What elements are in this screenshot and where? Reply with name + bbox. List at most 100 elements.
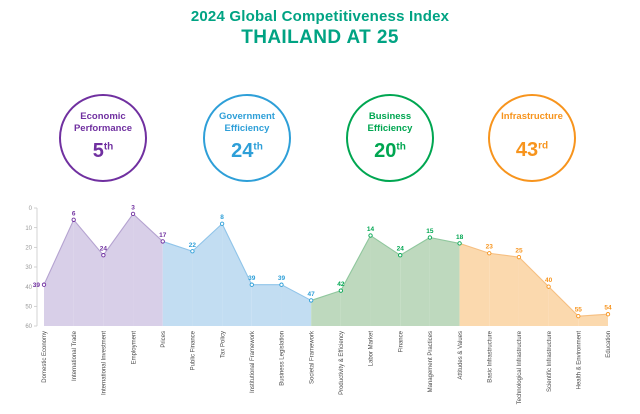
data-point [368,233,373,238]
factor-name-line2: Performance [73,123,133,135]
area-segment [192,223,223,326]
data-point [516,255,522,260]
category-label: Health & Environment [577,331,583,390]
data-point [605,312,611,317]
area-segment [489,253,519,326]
series-line [221,223,253,285]
category-label: Finance [398,330,404,352]
factor-name-line1: Infrastructure [501,111,563,122]
data-point [309,298,314,303]
y-tick-label: 20 [25,246,32,252]
ranking-area-chart: 0 10 20 30 40 50 60 39 6 24 3 17 22 8 39 39 47 42 14 24 15 18… [25,204,612,404]
category-label: Public Finance [191,330,197,370]
factor-circle-infrastructure: Infrastructure 43rd [488,94,576,182]
area-segment [370,235,401,326]
factor-name-line2: Efficiency [224,123,270,135]
factor-name: Business Efficiency [348,111,432,136]
y-tick-label: 50 [25,305,32,311]
factor-rank: 43rd [515,139,549,162]
area-segment [73,219,104,326]
series-line [43,219,75,285]
category-label: Basic Infrastructure [487,330,493,382]
factor-name-line2: Efficiency [367,123,413,135]
data-point [101,253,106,258]
series-line [310,290,342,301]
value-label: 22 [189,242,197,249]
factor-name: Economic Performance [61,111,145,136]
area-segment [340,235,371,326]
page-title: 2024 Global Competitiveness Index [190,8,450,25]
data-point [427,235,433,240]
factor-name-line1: Business [368,111,412,122]
series-line [102,213,134,256]
data-point [398,253,403,258]
area-segment [429,237,460,326]
y-tick-label: 30 [25,265,32,271]
value-label: 24 [397,246,405,253]
header: 2024 Global Competitiveness Index THAILA… [0,8,640,49]
category-label: Tax Policy [220,331,226,358]
value-label: 24 [100,246,108,253]
area-segment [133,213,163,326]
value-label: 40 [545,277,553,284]
data-point [457,241,462,246]
value-label: 15 [426,228,434,235]
factor-rank: 20th [374,139,406,162]
factor-circle-business-efficiency: Business Efficiency 20th [346,94,434,182]
data-point [576,314,581,319]
factor-name-line1: Economic [80,111,126,122]
category-label: Societal Framework [309,330,315,384]
factor-circle-economic-performance: Economic Performance 5th [59,94,147,182]
area-segment [222,223,252,326]
value-label: 42 [337,281,345,288]
series-line [192,223,223,252]
series-line [281,284,312,301]
data-point [71,217,76,222]
factor-rank: 24th [231,139,263,162]
category-label: Prices [161,331,167,348]
value-label: 14 [367,226,375,233]
area-segment [548,286,579,326]
data-point [130,211,136,217]
category-label: Productivity & Efficiency [339,331,345,395]
area-segment [251,284,282,326]
factor-name-line1: Government [219,111,275,122]
area-segment [311,290,341,326]
value-label: 18 [456,234,464,241]
series-line [370,235,401,256]
series-line [489,252,520,258]
series-line [162,240,193,252]
area-segment [162,241,193,326]
value-label: 39 [248,275,256,282]
value-label: 17 [159,232,167,239]
value-label: 47 [308,291,316,298]
data-point [160,239,165,244]
area-segment [400,237,430,326]
area-segment [578,314,608,326]
factor-rank: 5th [92,139,114,162]
data-point [219,221,225,226]
category-label: Business Legislation [280,331,286,386]
category-label: International Investment [102,331,108,395]
y-tick-label: 0 [29,206,33,212]
series-line [340,235,372,291]
value-label: 8 [220,214,224,221]
data-point [546,284,551,289]
category-label: Domestic Economy [42,331,48,383]
series-line [548,286,579,317]
category-label: Employment [131,331,137,365]
factor-name-line2 [490,123,574,135]
category-label: Scientific Infrastructure [547,330,553,392]
category-label: Technological Infrastructure [517,330,523,404]
factor-circle-government-efficiency: Government Efficiency 24th [203,94,291,182]
data-point [249,282,254,287]
category-label: Education [606,331,612,358]
value-label: 39 [278,275,286,282]
series-line [399,237,431,256]
y-tick-label: 40 [25,285,32,291]
category-label: International Trade [72,330,78,381]
area-segment [44,219,74,326]
data-point [41,282,47,287]
data-point [279,282,284,287]
y-tick-label: 60 [25,324,32,330]
